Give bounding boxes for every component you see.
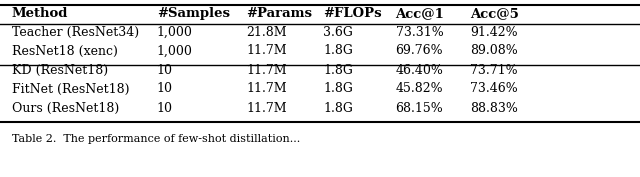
Text: Table 2.  The performance of few-shot distillation...: Table 2. The performance of few-shot dis…: [12, 134, 300, 144]
Text: 45.82%: 45.82%: [396, 82, 443, 96]
Text: 10: 10: [157, 82, 173, 96]
Text: 11.7M: 11.7M: [246, 82, 287, 96]
Text: 91.42%: 91.42%: [470, 25, 518, 39]
Text: KD (ResNet18): KD (ResNet18): [12, 64, 108, 76]
Text: 73.71%: 73.71%: [470, 64, 518, 76]
Text: 89.08%: 89.08%: [470, 44, 518, 58]
Text: 1,000: 1,000: [157, 44, 193, 58]
Text: Ours (ResNet18): Ours (ResNet18): [12, 101, 119, 115]
Text: 69.76%: 69.76%: [396, 44, 443, 58]
Text: 3.6G: 3.6G: [323, 25, 353, 39]
Text: 1.8G: 1.8G: [323, 101, 353, 115]
Text: 10: 10: [157, 64, 173, 76]
Text: #Samples: #Samples: [157, 7, 230, 20]
Text: #FLOPs: #FLOPs: [323, 7, 382, 20]
Text: 10: 10: [157, 101, 173, 115]
Text: 46.40%: 46.40%: [396, 64, 444, 76]
Text: 68.15%: 68.15%: [396, 101, 444, 115]
Text: Teacher (ResNet34): Teacher (ResNet34): [12, 25, 139, 39]
Text: #Params: #Params: [246, 7, 312, 20]
Text: 1.8G: 1.8G: [323, 64, 353, 76]
Text: 11.7M: 11.7M: [246, 44, 287, 58]
Text: Method: Method: [12, 7, 68, 20]
Text: 73.31%: 73.31%: [396, 25, 444, 39]
Text: 21.8M: 21.8M: [246, 25, 287, 39]
Text: 88.83%: 88.83%: [470, 101, 518, 115]
Text: 1.8G: 1.8G: [323, 82, 353, 96]
Text: 1.8G: 1.8G: [323, 44, 353, 58]
Text: 1,000: 1,000: [157, 25, 193, 39]
Text: ResNet18 (xenc): ResNet18 (xenc): [12, 44, 117, 58]
Text: Acc@5: Acc@5: [470, 7, 519, 20]
Text: FitNet (ResNet18): FitNet (ResNet18): [12, 82, 129, 96]
Text: Acc@1: Acc@1: [396, 7, 444, 20]
Text: 73.46%: 73.46%: [470, 82, 518, 96]
Text: 11.7M: 11.7M: [246, 64, 287, 76]
Text: 11.7M: 11.7M: [246, 101, 287, 115]
